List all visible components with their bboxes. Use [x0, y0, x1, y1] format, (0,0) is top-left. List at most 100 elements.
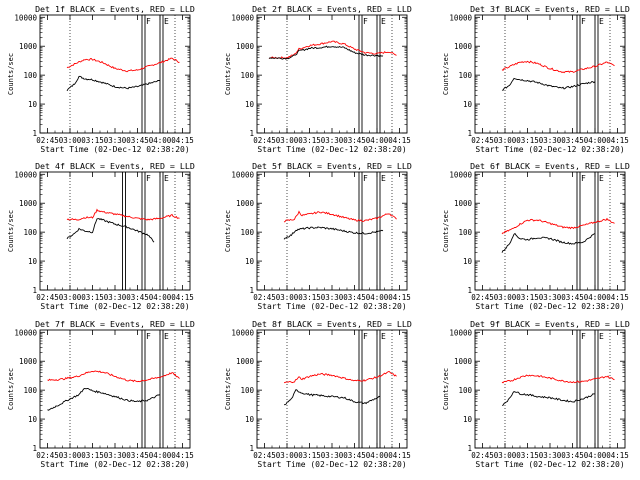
- x-tick-label: 03:30: [539, 293, 562, 302]
- marker-label: E: [599, 17, 604, 26]
- x-tick-label: 03:00: [59, 136, 82, 145]
- marker-label: F: [146, 332, 151, 341]
- y-tick-label: 1: [467, 444, 472, 453]
- events-series-line: [501, 232, 596, 253]
- detector-panel: Det 5f BLACK = Events, RED = LLD 1 10 100 10…: [224, 161, 412, 311]
- marker-label: E: [164, 332, 169, 341]
- y-tick-label: 100: [240, 71, 254, 80]
- y-tick-label: 1: [467, 286, 472, 295]
- lld-series-line: [66, 57, 180, 73]
- x-tick-label: 03:00: [276, 451, 299, 460]
- y-tick-label: 10000: [231, 328, 254, 337]
- y-tick-label: 1000: [454, 199, 473, 208]
- x-tick-label: 03:45: [343, 451, 366, 460]
- x-tick-label: 03:00: [494, 136, 517, 145]
- x-tick-label: 03:45: [561, 293, 584, 302]
- x-tick-label: 03:45: [561, 136, 584, 145]
- detector-panel: Det 9f BLACK = Events, RED = LLD 1 10 100 10…: [442, 319, 630, 469]
- x-tick-label: 02:45: [36, 451, 59, 460]
- x-tick-label: 03:30: [539, 451, 562, 460]
- y-tick-label: 1000: [236, 357, 255, 366]
- y-axis-label: Counts/sec: [224, 368, 232, 410]
- y-tick-label: 1000: [236, 199, 255, 208]
- lld-series-line: [501, 60, 615, 74]
- events-series-line: [268, 45, 384, 60]
- y-tick-label: 1: [249, 129, 254, 138]
- panel-title: Det 3f BLACK = Events, RED = LLD: [470, 4, 630, 14]
- x-tick-label: 03:00: [276, 293, 299, 302]
- x-tick-label: 03:00: [276, 136, 299, 145]
- detector-panel: Det 7f BLACK = Events, RED = LLD 1 10 100 10…: [7, 319, 195, 469]
- plot-frame: [474, 14, 626, 134]
- events-series-line: [283, 226, 384, 240]
- x-tick-label: 03:45: [126, 451, 149, 460]
- x-axis-label: Start Time (02-Dec-12 02:38:20): [40, 302, 189, 311]
- x-axis-label: Start Time (02-Dec-12 02:38:20): [257, 145, 406, 154]
- y-tick-label: 10: [28, 100, 38, 109]
- x-tick-label: 03:15: [81, 293, 104, 302]
- y-tick-label: 10: [463, 257, 473, 266]
- x-tick-label: 03:15: [298, 293, 321, 302]
- x-tick-label: 03:00: [59, 293, 82, 302]
- plot-frame: [39, 329, 191, 449]
- plot-frame: [474, 329, 626, 449]
- y-tick-label: 1: [249, 444, 254, 453]
- x-tick-label: 04:00: [584, 293, 607, 302]
- x-tick-label: 03:45: [126, 136, 149, 145]
- y-tick-label: 100: [240, 228, 254, 237]
- y-tick-label: 1: [467, 129, 472, 138]
- x-tick-label: 04:15: [606, 293, 629, 302]
- detector-panel: Det 8f BLACK = Events, RED = LLD 1 10 100 10…: [224, 319, 412, 469]
- y-tick-label: 10000: [14, 328, 37, 337]
- x-tick-label: 03:00: [494, 451, 517, 460]
- x-axis-label: Start Time (02-Dec-12 02:38:20): [475, 460, 624, 469]
- lld-series-line: [268, 40, 397, 60]
- y-axis-label: Counts/sec: [7, 53, 15, 95]
- events-series-line: [66, 75, 161, 92]
- marker-label: F: [363, 17, 368, 26]
- x-tick-label: 04:00: [149, 136, 172, 145]
- y-tick-label: 10000: [14, 13, 37, 22]
- events-series-line: [47, 387, 161, 411]
- plot-frame: [256, 171, 408, 291]
- marker-label: F: [146, 17, 151, 26]
- lld-series-line: [501, 374, 615, 384]
- x-axis-label: Start Time (02-Dec-12 02:38:20): [257, 460, 406, 469]
- marker-label: E: [599, 174, 604, 183]
- x-tick-label: 03:30: [104, 293, 127, 302]
- y-axis-label: Counts/sec: [7, 210, 15, 252]
- y-tick-label: 1000: [454, 42, 473, 51]
- y-tick-label: 100: [23, 228, 37, 237]
- y-tick-label: 100: [240, 386, 254, 395]
- x-tick-label: 04:00: [584, 451, 607, 460]
- x-tick-label: 04:15: [171, 293, 194, 302]
- panel-title: Det 9f BLACK = Events, RED = LLD: [470, 319, 630, 329]
- panel-title: Det 4f BLACK = Events, RED = LLD: [35, 161, 195, 171]
- detector-panel: Det 4f BLACK = Events, RED = LLD 1 10 100 10…: [7, 161, 195, 311]
- y-tick-label: 1: [32, 129, 37, 138]
- y-axis-label: Counts/sec: [7, 368, 15, 410]
- x-tick-label: 03:30: [321, 136, 344, 145]
- x-tick-label: 04:15: [606, 136, 629, 145]
- detector-panel: Det 6f BLACK = Events, RED = LLD 1 10 100 10…: [442, 161, 630, 311]
- events-series-line: [284, 389, 381, 406]
- x-tick-label: 04:00: [366, 451, 389, 460]
- x-axis-label: Start Time (02-Dec-12 02:38:20): [40, 145, 189, 154]
- marker-label: E: [381, 174, 386, 183]
- x-tick-label: 02:45: [253, 451, 276, 460]
- y-axis-label: Counts/sec: [442, 368, 450, 410]
- y-tick-label: 100: [458, 71, 472, 80]
- x-tick-label: 04:15: [606, 451, 629, 460]
- plot-frame: [39, 14, 191, 134]
- marker-label: E: [164, 17, 169, 26]
- marker-label: F: [363, 332, 368, 341]
- marker-label: E: [381, 332, 386, 341]
- x-tick-label: 04:00: [366, 293, 389, 302]
- marker-label: F: [146, 174, 151, 183]
- lld-series-line: [66, 208, 180, 221]
- y-tick-label: 100: [23, 71, 37, 80]
- y-tick-label: 10000: [449, 328, 472, 337]
- y-tick-label: 10000: [449, 13, 472, 22]
- x-tick-label: 03:15: [298, 136, 321, 145]
